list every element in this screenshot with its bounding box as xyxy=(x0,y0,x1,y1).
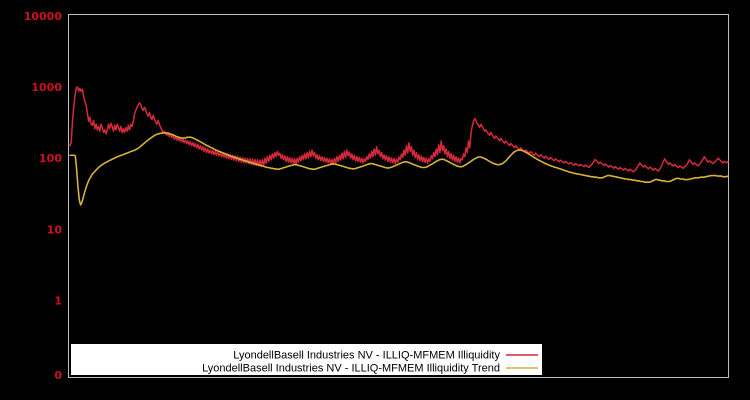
series-line-illiquidity xyxy=(69,86,729,173)
chart-legend: LyondellBasell Industries NV - ILLIQ-MFM… xyxy=(71,344,542,375)
y-axis-tick-10: 10 xyxy=(47,223,63,236)
legend-background xyxy=(71,344,542,375)
y-axis-tick-1000: 1000 xyxy=(31,81,62,94)
legend-label-0: LyondellBasell Industries NV - ILLIQ-MFM… xyxy=(233,350,500,362)
y-axis-tick-100: 100 xyxy=(39,152,62,165)
chart-series-group xyxy=(69,86,729,206)
y-axis-tick-10000: 10000 xyxy=(24,10,63,23)
plot-area-border xyxy=(68,14,729,378)
legend-label-1: LyondellBasell Industries NV - ILLIQ-MFM… xyxy=(202,363,500,375)
series-line-illiquidity-trend xyxy=(69,132,729,206)
y-axis-tick-0: 0 xyxy=(54,369,62,382)
y-axis-tick-1: 1 xyxy=(54,294,62,307)
